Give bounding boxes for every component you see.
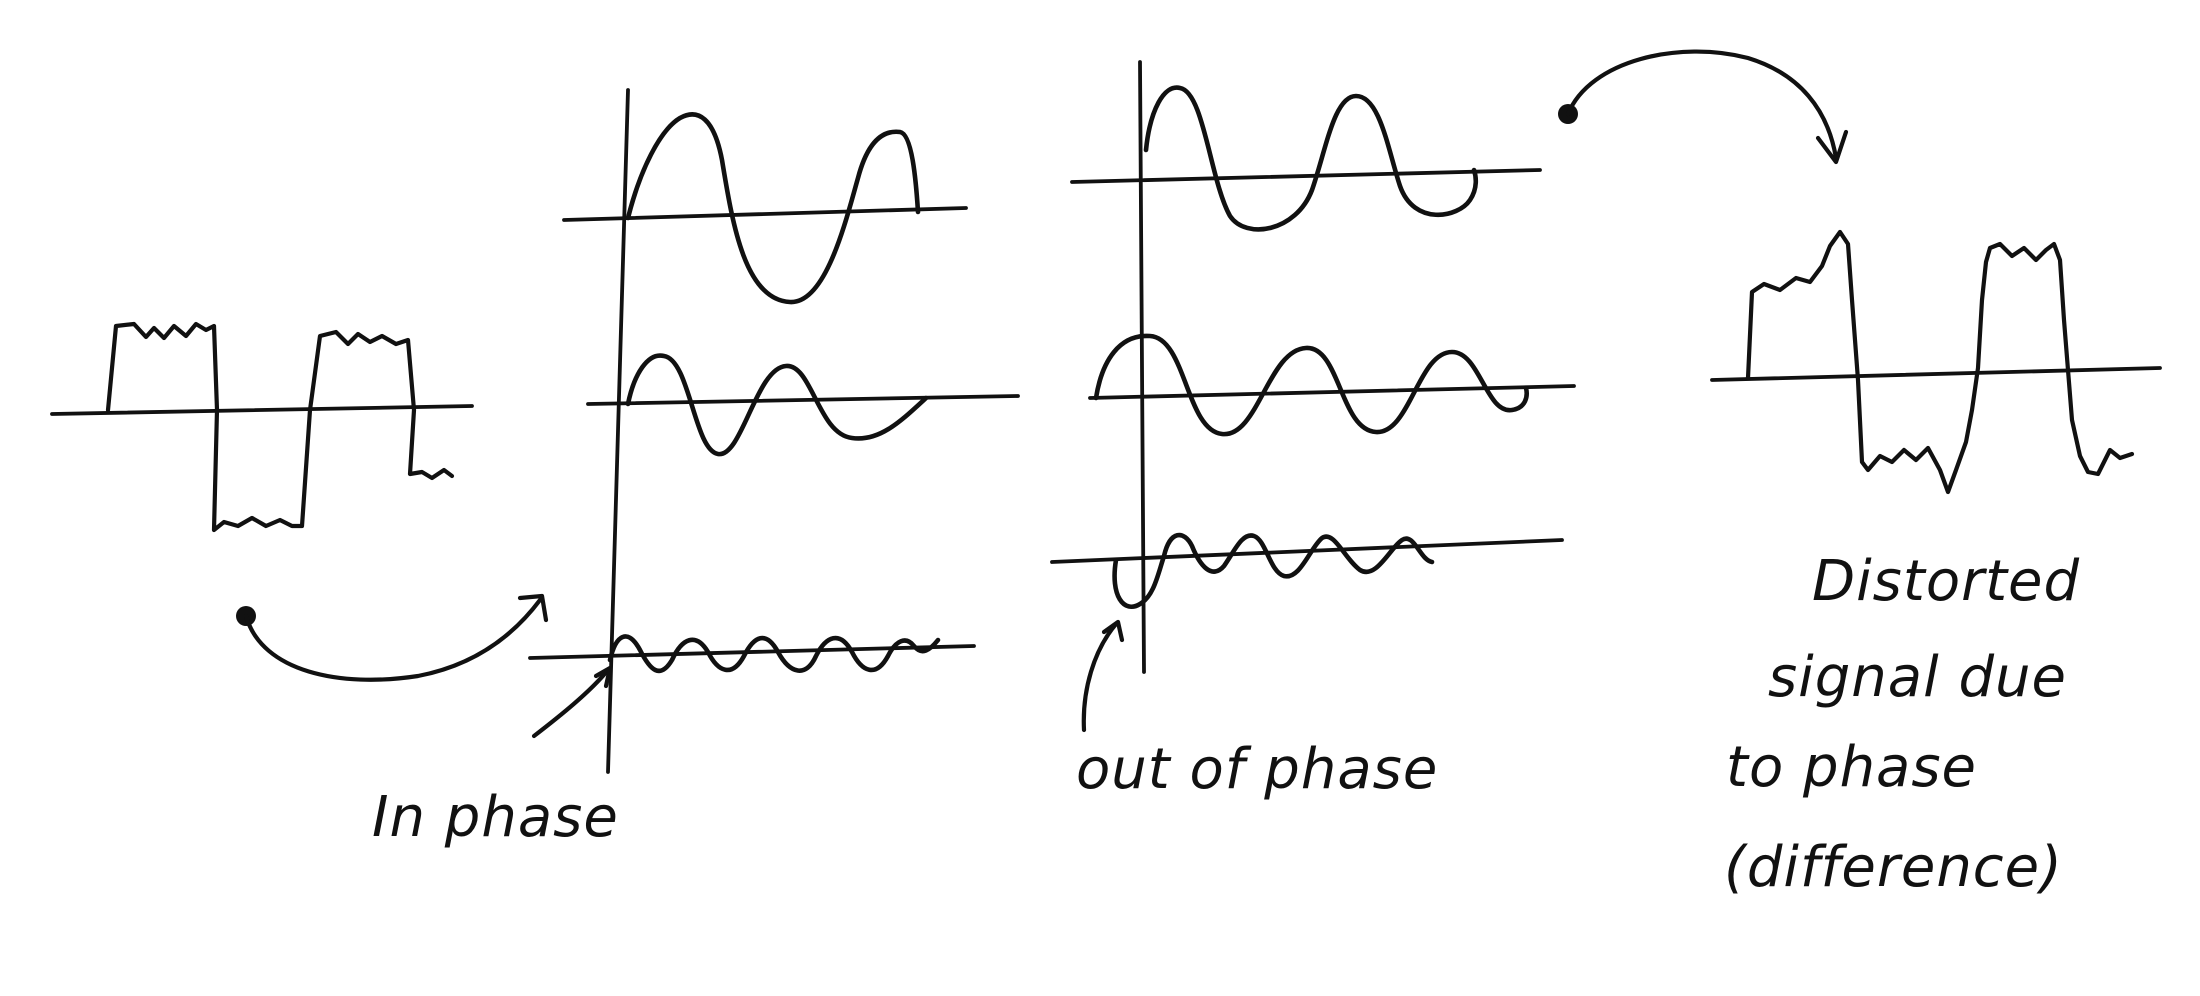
out-of-phase-harmonics: out of phase — [1050, 60, 1576, 802]
original-square-wave — [50, 321, 474, 533]
distorted-signal-waveform — [1745, 229, 2135, 495]
distorted-caption-line-2: signal due — [1768, 645, 2067, 710]
out-of-phase-harmonic-wave-2 — [1093, 333, 1529, 437]
out-of-phase-baseline-1 — [1070, 168, 1542, 184]
in-phase-baseline-3 — [528, 644, 976, 660]
out-of-phase-vertical-axis — [1138, 60, 1146, 674]
distorted-caption-line-1: Distorted — [1812, 549, 2080, 614]
arrow-curve — [1565, 49, 1839, 161]
arrow-head — [1815, 129, 1849, 165]
distorted-caption-line-4: (difference) — [1724, 835, 2063, 900]
out-of-phase-pointer-arrowhead — [1101, 619, 1125, 643]
arrow-head — [517, 593, 549, 623]
in-phase-baseline-1 — [562, 206, 968, 222]
distorted-caption-line-3: to phase — [1726, 735, 1977, 800]
in-phase-harmonic-wave-2 — [625, 353, 929, 457]
out-of-phase-label: out of phase — [1076, 737, 1438, 802]
in-phase-harmonic-wave-3 — [607, 634, 941, 674]
arrow-to-distorted — [1558, 49, 1849, 165]
arrow-curve — [243, 597, 543, 682]
in-phase-pointer-arrowhead — [593, 665, 613, 689]
original-signal-waveform — [105, 321, 455, 533]
in-phase-pointer-arrow — [531, 667, 611, 739]
in-phase-baseline-2 — [586, 394, 1020, 406]
in-phase-harmonics: In phase — [372, 88, 1020, 850]
original-signal-baseline — [50, 404, 474, 416]
out-of-phase-baseline-3 — [1050, 538, 1564, 564]
in-phase-label: In phase — [372, 785, 619, 850]
out-of-phase-pointer-arrow — [1081, 621, 1119, 733]
out-of-phase-fundamental-wave — [1143, 85, 1479, 232]
out-of-phase-baseline-2 — [1088, 384, 1576, 400]
distorted-signal-baseline — [1710, 366, 2162, 382]
arrow-to-harmonics — [236, 593, 549, 682]
in-phase-fundamental-wave — [625, 112, 921, 305]
out-of-phase-harmonic-wave-3 — [1112, 532, 1435, 609]
distorted-signal: Distorted signal due to phase (differenc… — [1710, 229, 2162, 900]
